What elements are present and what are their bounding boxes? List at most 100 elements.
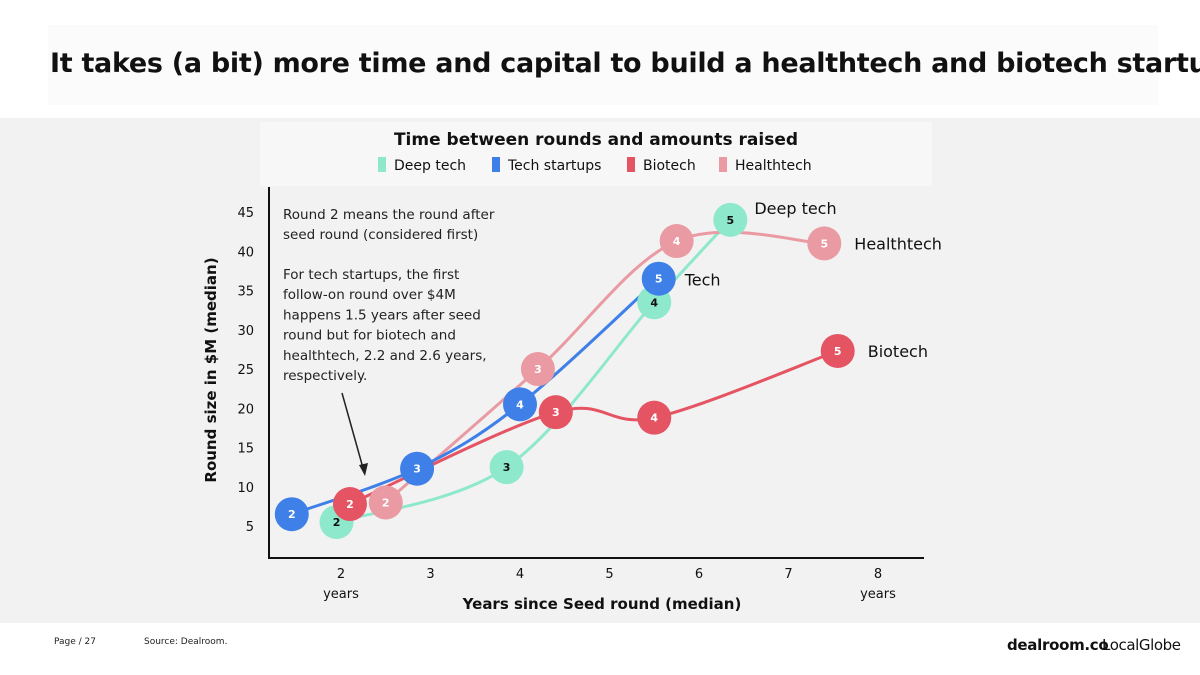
marker-healthtech-round-5: 5 xyxy=(807,226,842,261)
x-tick-label: 4 xyxy=(516,567,524,582)
x-tick-label: 3 xyxy=(426,567,434,582)
annotation-text: seed round (considered first) xyxy=(283,227,478,243)
data-point-label: 4 xyxy=(650,412,658,425)
chart-title: Time between rounds and amounts raised xyxy=(394,130,798,150)
page-title: It takes (a bit) more time and capital t… xyxy=(50,48,1200,79)
data-point-label: 4 xyxy=(673,235,681,248)
data-point-label: 5 xyxy=(820,237,828,250)
x-tick-label: 8 xyxy=(874,567,882,582)
marker-biotech-round-2: 2 xyxy=(332,487,367,522)
x-axis-label: Years since Seed round (median) xyxy=(462,595,742,613)
annotation-arrow-line xyxy=(341,392,364,469)
x-tick-label: 2 xyxy=(337,567,345,582)
data-point-label: 3 xyxy=(552,406,560,419)
data-point xyxy=(641,261,676,296)
localglobe-logo: LocalGlobe xyxy=(1102,636,1181,654)
legend-swatch-deep-tech xyxy=(378,157,386,172)
data-point-label: 3 xyxy=(413,463,421,476)
data-point-label: 2 xyxy=(346,498,354,511)
data-point xyxy=(538,395,573,430)
chart-legend: Deep tech Tech startups Biotech Healthtech xyxy=(378,157,812,174)
annotation-arrowhead xyxy=(359,463,368,476)
x-tick-sublabel: years xyxy=(323,587,359,602)
y-tick-label: 15 xyxy=(237,442,254,457)
y-tick-label: 20 xyxy=(237,402,254,417)
data-point xyxy=(807,226,842,261)
data-point-label: 2 xyxy=(288,508,296,521)
data-point-label: 5 xyxy=(726,214,734,227)
data-point-label: 4 xyxy=(650,296,658,309)
marker-deep-tech-round-5: 5 xyxy=(713,202,748,237)
legend-label-tech-startups: Tech startups xyxy=(507,158,601,174)
data-point xyxy=(332,487,367,522)
data-point-label: 2 xyxy=(333,516,341,529)
data-point xyxy=(659,224,694,259)
y-tick-label: 5 xyxy=(246,520,254,535)
series-lines xyxy=(291,218,839,524)
data-point-label: 4 xyxy=(516,398,524,411)
annotation-text: happens 1.5 years after seed xyxy=(283,307,481,323)
data-point xyxy=(820,333,855,368)
x-axis-ticks: 2 years 3 4 5 6 7 8 years xyxy=(323,567,896,602)
series-end-labels: Deep tech Tech Biotech Healthtech xyxy=(684,199,942,361)
legend-swatch-healthtech xyxy=(719,157,727,172)
dealroom-logo: dealroom.co xyxy=(1007,636,1109,654)
end-label-tech-startups: Tech xyxy=(684,271,721,290)
end-label-biotech: Biotech xyxy=(868,342,928,361)
x-tick-label: 7 xyxy=(784,567,792,582)
marker-deep-tech-round-3: 3 xyxy=(489,450,524,485)
marker-biotech-round-5: 5 xyxy=(820,333,855,368)
marker-tech-startups-round-3: 3 xyxy=(400,451,435,486)
y-tick-label: 35 xyxy=(237,285,254,300)
y-tick-label: 25 xyxy=(237,363,254,378)
series-line-healthtech xyxy=(384,230,825,504)
y-axis-label: Round size in $M (median) xyxy=(202,257,220,482)
data-point xyxy=(400,451,435,486)
x-tick-sublabel: years xyxy=(860,587,896,602)
chart-annotations: Round 2 means the round after seed round … xyxy=(283,207,495,384)
x-tick-label: 6 xyxy=(695,567,703,582)
data-point-label: 3 xyxy=(534,363,542,376)
data-point-label: 2 xyxy=(382,496,390,509)
annotation-text: round but for biotech and xyxy=(283,328,456,344)
data-point-label: 5 xyxy=(834,345,842,358)
annotation-text: healthtech, 2.2 and 2.6 years, xyxy=(283,348,487,364)
y-tick-label: 40 xyxy=(237,245,254,260)
annotation-text: Round 2 means the round after xyxy=(283,207,495,223)
legend-label-healthtech: Healthtech xyxy=(735,158,812,174)
marker-tech-startups-round-2: 2 xyxy=(274,497,309,532)
legend-label-deep-tech: Deep tech xyxy=(394,158,466,174)
marker-healthtech-round-3: 3 xyxy=(520,352,555,386)
y-tick-label: 10 xyxy=(237,481,254,496)
marker-tech-startups-round-5: 5 xyxy=(641,261,676,296)
y-tick-label: 45 xyxy=(237,206,254,221)
source-note: Source: Dealroom. xyxy=(144,637,228,647)
marker-healthtech-round-2: 2 xyxy=(368,485,403,520)
data-point xyxy=(274,497,309,532)
data-point xyxy=(503,387,537,422)
annotation-text: respectively. xyxy=(283,368,367,384)
end-label-healthtech: Healthtech xyxy=(854,234,942,253)
data-point-label: 3 xyxy=(503,461,511,474)
marker-tech-startups-round-4: 4 xyxy=(503,387,537,422)
chart-header-background xyxy=(260,122,932,186)
annotation-text: follow-on round over $4M xyxy=(283,287,456,303)
x-tick-label: 5 xyxy=(605,567,613,582)
title-background xyxy=(48,25,1158,105)
data-point xyxy=(520,352,555,386)
end-label-deep-tech: Deep tech xyxy=(754,199,836,218)
data-point xyxy=(368,485,403,520)
legend-swatch-tech-startups xyxy=(492,157,500,172)
data-point xyxy=(489,450,524,485)
y-axis-ticks: 5 10 15 20 25 30 35 40 45 xyxy=(237,206,254,535)
data-point xyxy=(637,400,672,435)
legend-swatch-biotech xyxy=(627,157,635,172)
marker-biotech-round-3: 3 xyxy=(538,395,573,430)
data-point xyxy=(713,202,748,237)
series-markers: 2 3 4 5 2 3 4 5 2 3 4 5 2 3 4 5 xyxy=(274,202,855,540)
data-point-label: 5 xyxy=(655,273,663,286)
page-number: Page / 27 xyxy=(54,637,96,647)
marker-healthtech-round-4: 4 xyxy=(659,224,694,259)
annotation-text: For tech startups, the first xyxy=(283,267,459,283)
